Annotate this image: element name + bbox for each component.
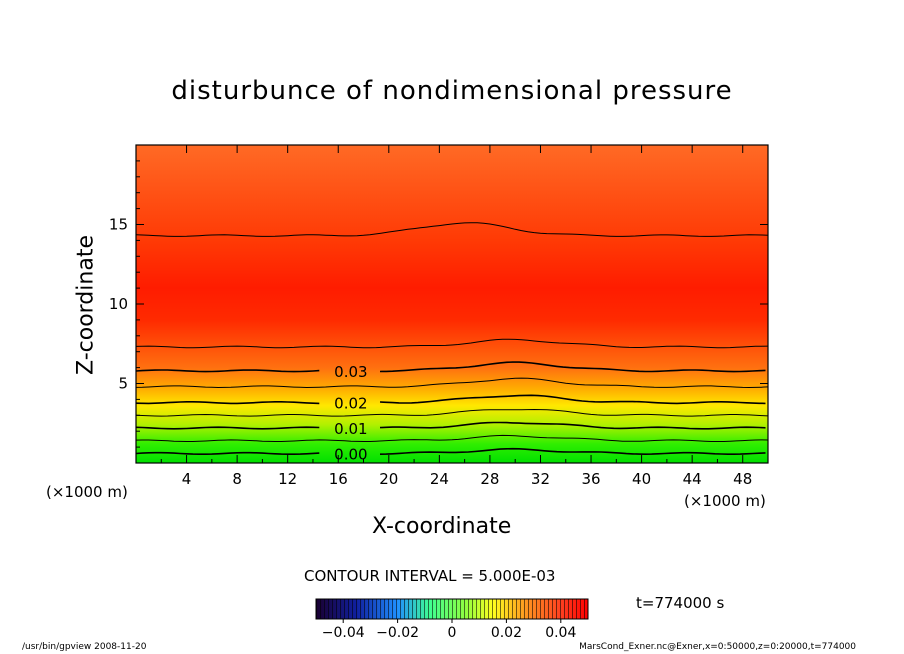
y-axis: 5 10 15 xyxy=(109,160,768,448)
colorbar-tick-label: 0.04 xyxy=(545,625,576,641)
contour-line xyxy=(135,394,766,405)
colorbar-tick-label: −0.02 xyxy=(376,625,419,641)
footer-right: MarsCond_Exner.nc@Exner,x=0:50000,z=0:20… xyxy=(579,642,856,652)
contour-label: 0.03 xyxy=(334,363,367,381)
plot-field xyxy=(136,145,768,463)
contour-line xyxy=(135,408,769,417)
contour-label: 0.00 xyxy=(334,445,367,463)
contour-line xyxy=(135,222,769,237)
x-tick-label: 8 xyxy=(232,470,242,488)
x-axis-title: X-coordinate xyxy=(372,514,512,539)
x-tick-label: 40 xyxy=(632,470,651,488)
y-tick-label: 10 xyxy=(109,295,128,313)
contour-line xyxy=(135,338,769,349)
contour-line xyxy=(135,377,769,389)
x-tick-label: 24 xyxy=(430,470,449,488)
time-label: t=774000 s xyxy=(636,594,725,612)
x-tick-label: 32 xyxy=(531,470,550,488)
contour-label: 0.02 xyxy=(334,395,367,413)
contour-labels: 0.00 0.01 0.02 0.03 xyxy=(334,363,367,464)
colorbar-tick-label: −0.04 xyxy=(322,625,365,641)
colorbar: −0.04 −0.02 0 0.02 0.04 xyxy=(315,598,589,641)
x-tick-label: 4 xyxy=(182,470,192,488)
contour-line xyxy=(135,434,769,442)
contour-label: 0.01 xyxy=(334,420,367,438)
x-tick-label: 28 xyxy=(480,470,499,488)
contour-interval: CONTOUR INTERVAL = 5.000E-03 xyxy=(304,567,556,585)
footer-left: /usr/bin/gpview 2008-11-20 xyxy=(22,642,147,652)
chart-title: disturbunce of nondimensional pressure xyxy=(171,76,733,106)
colorbar-tick-label: 0 xyxy=(448,625,457,641)
contour-line xyxy=(135,361,766,373)
contour-line xyxy=(135,421,766,430)
x-unit-right: (×1000 m) xyxy=(684,492,766,510)
x-tick-label: 48 xyxy=(733,470,752,488)
x-tick-label: 20 xyxy=(379,470,398,488)
x-axis: 4 8 12 16 20 24 28 32 36 40 44 48 xyxy=(160,145,752,488)
colorbar-tick-label: 0.02 xyxy=(491,625,522,641)
x-tick-label: 12 xyxy=(278,470,297,488)
contour-line xyxy=(135,447,766,456)
y-axis-title: Z-coordinate xyxy=(73,235,99,375)
x-unit-left: (×1000 m) xyxy=(46,483,128,501)
x-tick-label: 36 xyxy=(581,470,600,488)
x-tick-label: 16 xyxy=(329,470,348,488)
x-tick-label: 44 xyxy=(683,470,702,488)
y-tick-label: 5 xyxy=(118,375,128,393)
contour-lines xyxy=(135,222,769,456)
y-tick-label: 15 xyxy=(109,216,128,234)
